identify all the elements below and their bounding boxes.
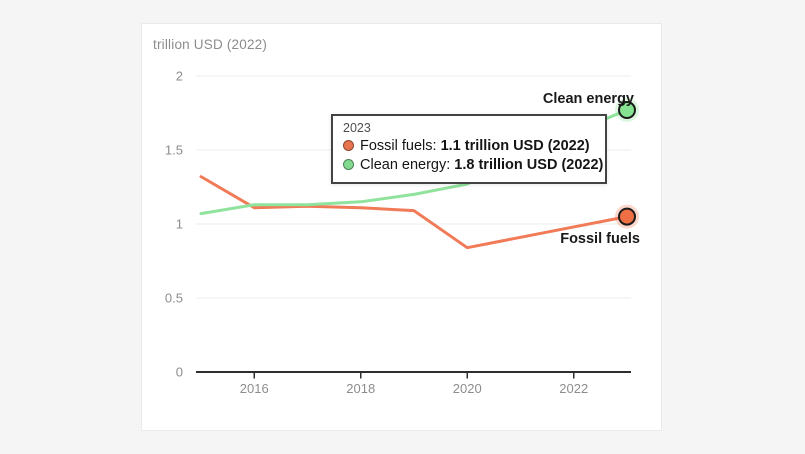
y-tick-label: 0.5 [165,291,183,306]
y-tick-label: 0 [176,365,183,380]
chart-tooltip: 2023 Fossil fuels: 1.1 trillion USD (2022… [331,114,607,184]
tooltip-label-clean-energy: Clean energy: [360,157,451,173]
tooltip-row-clean-energy: Clean energy: 1.8 trillion USD (2022) [343,156,603,175]
tooltip-label-fossil-fuels: Fossil fuels: [360,138,437,154]
series-marker-fossil-fuels [618,207,636,226]
chart-plot-area[interactable]: 0 0.5 1 1.5 2 2016 2018 2020 2022 [142,24,663,432]
tooltip-year: 2023 [343,121,371,135]
y-tick-label: 1 [176,217,183,232]
chart-card: trillion USD (2022) 0 0.5 1 1.5 2 2016 2018 202… [141,23,662,431]
tooltip-row-fossil-fuels: Fossil fuels: 1.1 trillion USD (2022) [343,137,595,156]
tooltip-value-fossil-fuels: 1.1 trillion USD (2022) [440,138,590,154]
clean-energy-swatch-icon [343,159,354,170]
x-tick-label: 2018 [346,381,375,396]
x-tick-label: 2016 [240,381,269,396]
tooltip-value-clean-energy: 1.8 trillion USD (2022) [454,157,604,173]
fossil-fuels-swatch-icon [343,140,354,151]
series-marker-clean-energy [618,101,636,120]
y-tick-label: 1.5 [165,143,183,158]
y-tick-label: 2 [176,69,183,84]
series-label-clean-energy: Clean energy [542,91,634,107]
x-tick-label: 2020 [453,381,482,396]
x-tick-label: 2022 [559,381,588,396]
chart-title: trillion USD (2022) [153,37,268,52]
series-line-fossil-fuels [199,175,629,250]
series-label-fossil-fuels: Fossil fuels [560,231,640,247]
